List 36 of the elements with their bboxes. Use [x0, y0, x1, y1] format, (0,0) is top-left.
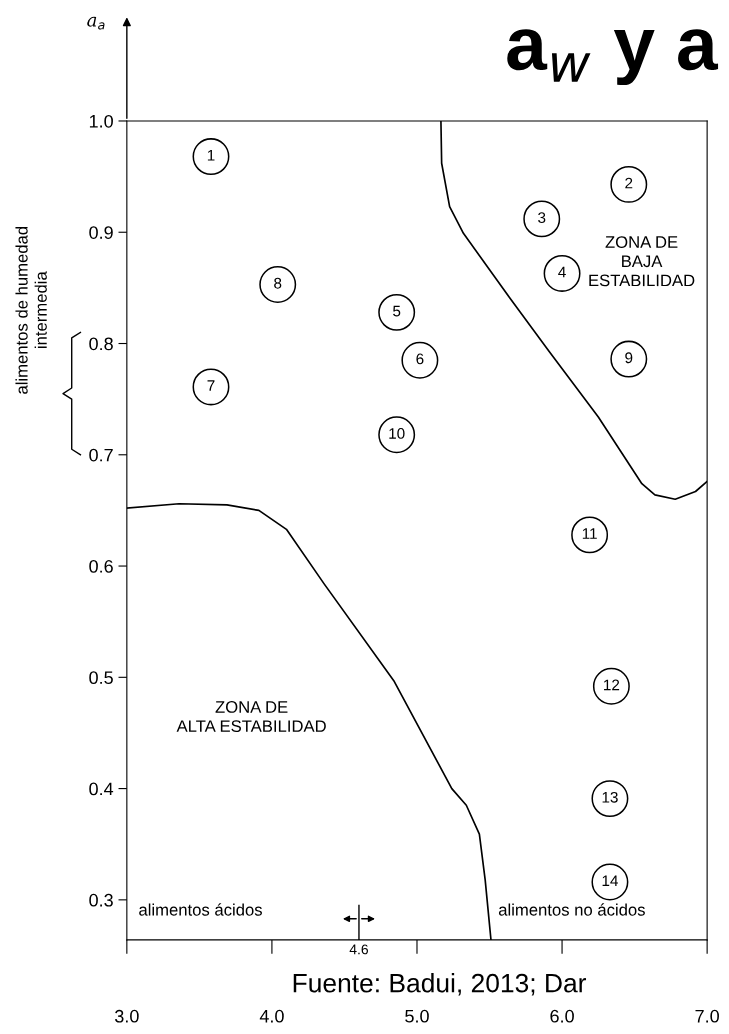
- annotation: 11: [582, 528, 597, 539]
- y-axis-title: a$_{a}$: [87, 16, 105, 30]
- y-tick-label: 0.8: [89, 337, 113, 351]
- y-tick-label: 0.5: [89, 671, 113, 685]
- y-tick-label: 0.7: [89, 448, 113, 462]
- chart-title: a$_{w}$ y a: [507, 29, 719, 86]
- annotation: 8: [274, 277, 282, 289]
- x-tick-label: 3.0: [114, 1009, 139, 1023]
- annotation: 12: [604, 679, 620, 691]
- annotation: 13: [602, 791, 618, 803]
- y-tick-label: 0.6: [89, 559, 113, 573]
- annotation: 7: [207, 380, 215, 391]
- y-tick-label: 1.0: [89, 114, 113, 128]
- annotation: 5: [393, 305, 401, 317]
- annotation: 3: [538, 212, 546, 223]
- annotation: alimentos no ácidos: [498, 903, 645, 916]
- x-tick-label: 6.0: [550, 1009, 574, 1023]
- annotation: 1: [207, 150, 215, 161]
- x-tick-label: 7.0: [695, 1009, 719, 1023]
- annotation: alimentos ácidos: [139, 903, 262, 916]
- y-tick-label: 0.4: [89, 782, 114, 796]
- y-tick-label: 0.9: [89, 226, 113, 239]
- annotation: 6: [416, 353, 424, 365]
- x-tick-label: 5.0: [405, 1009, 429, 1023]
- annotation: 2: [625, 177, 633, 189]
- source-note: Fuente: Badui, 2013; Dar: [293, 973, 587, 996]
- x-tick-label: 4.0: [259, 1009, 284, 1023]
- text: alimentos de humedad intermedia: [15, 226, 47, 394]
- annotation: ZONA DE ALTA ESTABILIDAD: [176, 701, 326, 733]
- annotation: 9: [625, 352, 633, 364]
- annotation: ZONA DE BAJA ESTABILIDAD: [589, 236, 695, 287]
- annotation: 14: [602, 875, 618, 886]
- ref-line-label: 4.6: [349, 944, 368, 955]
- annotation: 10: [389, 428, 405, 439]
- y-tick-label: 0.3: [89, 893, 113, 907]
- annotation: 4: [558, 266, 566, 278]
